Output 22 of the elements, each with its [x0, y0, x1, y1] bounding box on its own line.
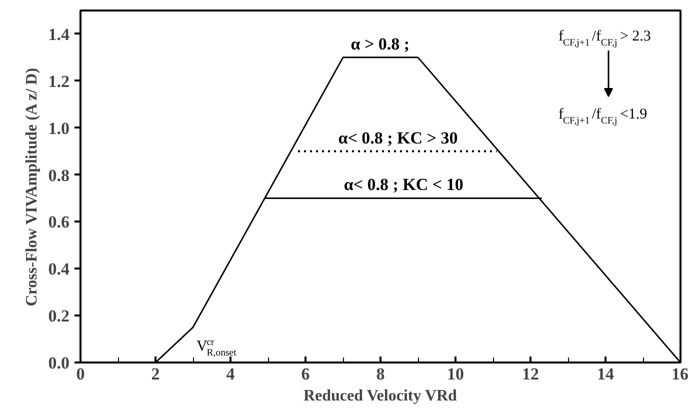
y-axis-title: Cross-Flow VIVAmplitude (A z/ D) — [23, 68, 40, 306]
y-tick-label: 0.2 — [48, 306, 70, 326]
y-tick-label: 0.0 — [48, 354, 70, 372]
y-tick-label: 1.2 — [48, 72, 70, 91]
series-label: α< 0.8 ; KC > 30 — [338, 128, 458, 148]
x-tick-label: 12 — [522, 364, 539, 384]
x-tick-label: 16 — [672, 364, 688, 384]
x-tick-label: 8 — [376, 364, 385, 384]
series-label: α > 0.8 ; — [350, 34, 410, 54]
x-tick-label: 10 — [447, 364, 464, 384]
x-tick-label: 2 — [151, 364, 160, 384]
x-tick-label: 0 — [76, 364, 85, 384]
y-tick-label: 1.4 — [48, 24, 70, 44]
y-tick-label: 1.0 — [48, 118, 70, 138]
x-axis-title: Reduced Velocity VRd — [303, 388, 458, 404]
series-label: α< 0.8 ; KC < 10 — [344, 175, 464, 194]
y-tick-label: 0.8 — [48, 166, 70, 185]
x-tick-label: 14 — [597, 364, 614, 384]
y-tick-label: 0.4 — [48, 260, 70, 279]
x-tick-label: 4 — [226, 364, 236, 384]
y-tick-label: 0.6 — [48, 212, 70, 232]
x-tick-label: 6 — [301, 364, 310, 384]
